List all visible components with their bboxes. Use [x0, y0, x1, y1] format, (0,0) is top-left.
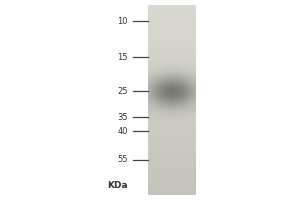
Text: 25: 25 — [118, 86, 128, 96]
Text: 10: 10 — [118, 17, 128, 25]
Text: KDa: KDa — [107, 182, 128, 190]
Text: 35: 35 — [117, 112, 128, 121]
Text: 40: 40 — [118, 127, 128, 136]
Text: 55: 55 — [118, 156, 128, 164]
Text: 15: 15 — [118, 52, 128, 62]
